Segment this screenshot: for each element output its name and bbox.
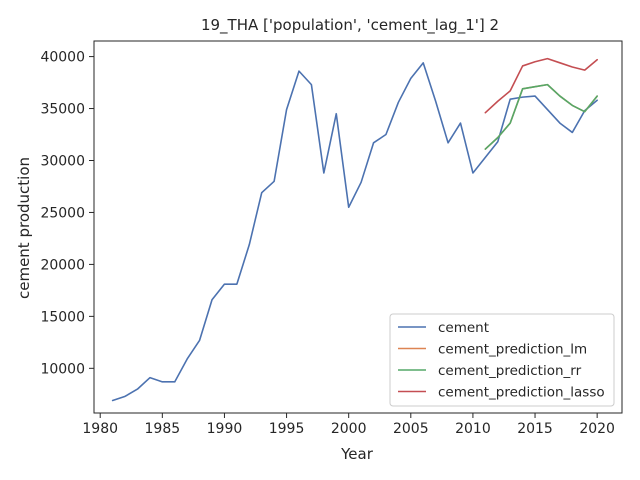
x-tick-label: 2020 <box>579 421 615 437</box>
legend-entry: cement_prediction_rr <box>438 363 582 379</box>
x-tick-label: 1985 <box>145 421 181 437</box>
legend: cement cement_prediction_lm cement_predict… <box>389 313 615 407</box>
series-line-cement-prediction-lasso <box>484 57 598 114</box>
x-tick-label: 2005 <box>393 421 429 437</box>
x-tick-label: 1995 <box>269 421 305 437</box>
plot-lines <box>111 57 598 402</box>
axes <box>93 40 623 414</box>
legend-entry: cement_prediction_lasso <box>438 385 605 401</box>
legend-entry: cement <box>438 320 489 336</box>
ticks: 1980 1985 1990 1995 2000 2005 2010 2015 2020 1000… <box>40 50 615 437</box>
y-tick-label: 10000 <box>40 361 85 377</box>
legend-entry: cement_prediction_lm <box>438 342 587 358</box>
chart-title: 19_THA ['population', 'cement_lag_1'] 2 <box>201 16 499 35</box>
series-line-cement-prediction-rr <box>484 83 598 150</box>
y-tick-label: 25000 <box>40 205 85 221</box>
x-tick-label: 2015 <box>517 421 553 437</box>
y-tick-label: 35000 <box>40 102 85 118</box>
y-tick-label: 20000 <box>40 257 85 273</box>
series-line-cement <box>111 62 598 402</box>
plot-frame <box>93 40 623 414</box>
x-tick-label: 1990 <box>207 421 243 437</box>
x-axis-label: Year <box>340 445 374 463</box>
y-tick-label: 40000 <box>40 50 85 66</box>
x-tick-label: 2010 <box>455 421 491 437</box>
x-tick-label: 2000 <box>331 421 367 437</box>
y-axis-label: cement production <box>15 157 33 299</box>
legend-box <box>389 313 615 407</box>
x-tick-label: 1980 <box>82 421 118 437</box>
y-tick-label: 15000 <box>40 309 85 325</box>
y-tick-label: 30000 <box>40 153 85 169</box>
